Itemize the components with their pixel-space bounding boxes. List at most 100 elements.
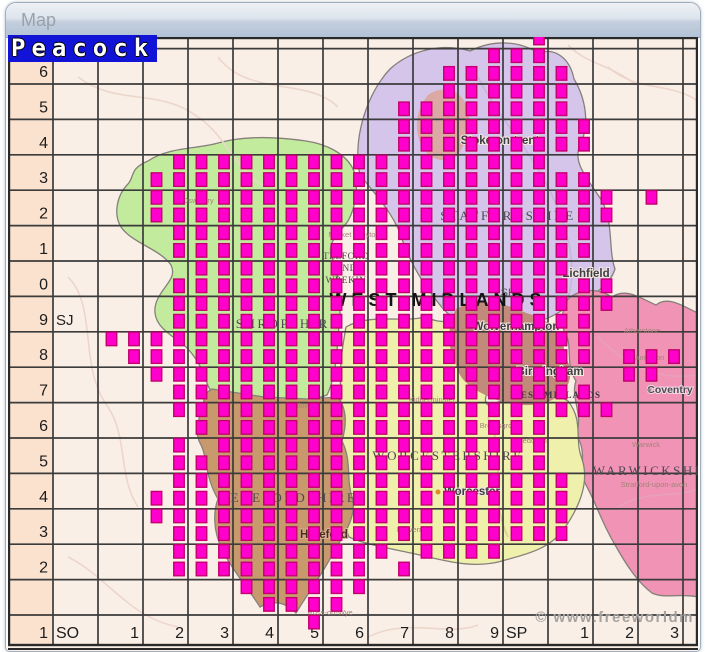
record-dot bbox=[263, 366, 275, 382]
record-dot bbox=[555, 296, 568, 311]
row-label-northing: 4 bbox=[39, 135, 48, 152]
record-dot bbox=[195, 260, 208, 276]
record-dot bbox=[398, 154, 410, 170]
record-dot bbox=[488, 437, 500, 453]
record-dot bbox=[555, 402, 568, 418]
place-label: WARWICKSHIRE bbox=[593, 463, 698, 478]
record-dot bbox=[218, 561, 230, 577]
record-dot bbox=[510, 419, 523, 435]
record-dot bbox=[533, 101, 545, 117]
record-dot bbox=[510, 242, 523, 258]
record-dot bbox=[488, 48, 500, 64]
record-dot bbox=[398, 119, 410, 134]
record-dot bbox=[263, 473, 275, 488]
record-dot bbox=[218, 207, 230, 223]
map-window[interactable]: Map Peacock 6 5 4 3 2 1 0 9 8 7 6 5 4 3 2 1 SO 1 2 3 4 5 6 7 8 9 S… bbox=[5, 2, 701, 652]
record-dot bbox=[285, 189, 298, 205]
window-titlebar[interactable]: Map bbox=[6, 3, 700, 38]
record-dot bbox=[488, 242, 500, 258]
record-dot bbox=[533, 37, 545, 46]
record-dot bbox=[173, 278, 185, 294]
record-dot bbox=[578, 278, 590, 294]
record-dot bbox=[443, 260, 455, 276]
record-dot bbox=[330, 490, 343, 506]
record-dot bbox=[578, 225, 590, 241]
record-dot bbox=[218, 437, 230, 453]
record-dot bbox=[285, 225, 298, 241]
record-dot bbox=[420, 189, 433, 205]
record-dot bbox=[240, 543, 253, 559]
record-dot bbox=[173, 225, 185, 241]
record-dot bbox=[443, 101, 455, 117]
record-dot bbox=[488, 331, 500, 347]
record-dot bbox=[555, 136, 568, 152]
record-dot bbox=[195, 225, 208, 241]
record-dot bbox=[105, 331, 118, 347]
record-dot bbox=[353, 490, 365, 506]
record-dot bbox=[443, 543, 455, 559]
record-dot bbox=[173, 296, 185, 311]
record-dot bbox=[218, 242, 230, 258]
record-dot bbox=[218, 543, 230, 559]
place-label: Warwick bbox=[632, 440, 660, 449]
record-dot bbox=[488, 349, 500, 365]
record-dot bbox=[330, 455, 343, 471]
record-dot bbox=[420, 207, 433, 223]
record-dot bbox=[240, 508, 253, 524]
record-dot bbox=[375, 543, 388, 559]
record-dot bbox=[578, 242, 590, 258]
record-dot bbox=[218, 366, 230, 382]
road-line bbox=[67, 556, 179, 628]
record-dot bbox=[533, 437, 545, 453]
row-label-northing: 9 bbox=[39, 312, 48, 329]
record-dot bbox=[240, 313, 253, 329]
record-dot bbox=[263, 278, 275, 294]
record-dot bbox=[353, 437, 365, 453]
record-dot bbox=[375, 490, 388, 506]
record-dot bbox=[488, 83, 500, 99]
record-dot bbox=[240, 296, 253, 311]
record-dot bbox=[533, 526, 545, 542]
record-dot bbox=[173, 189, 185, 205]
record-dot bbox=[330, 242, 343, 258]
record-dot bbox=[218, 508, 230, 524]
record-dot bbox=[285, 455, 298, 471]
map-area[interactable]: 6 5 4 3 2 1 0 9 8 7 6 5 4 3 2 1 SO 1 2 3 4 5 6 7 8 9 SP 1 2 3 SJ SK Stok… bbox=[8, 37, 698, 651]
record-dot bbox=[555, 384, 568, 400]
record-dot bbox=[555, 278, 568, 294]
record-dot bbox=[308, 419, 320, 435]
record-dot bbox=[353, 561, 365, 577]
record-dot bbox=[150, 331, 163, 347]
record-dot bbox=[128, 349, 140, 365]
road-line bbox=[67, 276, 139, 508]
grid-100km-square-label: SJ bbox=[56, 312, 74, 329]
row-label-northing: 3 bbox=[39, 524, 48, 541]
record-dot bbox=[308, 278, 320, 294]
record-dot bbox=[353, 366, 365, 382]
record-dot bbox=[510, 473, 523, 488]
record-dot bbox=[510, 296, 523, 311]
place-label: Lichfield bbox=[562, 268, 609, 280]
record-dot bbox=[488, 119, 500, 134]
species-selection-label[interactable]: Peacock bbox=[8, 35, 158, 62]
record-dot bbox=[375, 349, 388, 365]
record-dot bbox=[488, 296, 500, 311]
record-dot bbox=[330, 419, 343, 435]
record-dot bbox=[330, 296, 343, 311]
record-dot bbox=[263, 543, 275, 559]
record-dot bbox=[308, 526, 320, 542]
road-line bbox=[617, 488, 698, 508]
record-dot bbox=[465, 473, 478, 488]
place-label: Kidderminster bbox=[409, 395, 456, 404]
record-dot bbox=[465, 154, 478, 170]
record-dot bbox=[240, 455, 253, 471]
record-dot bbox=[398, 473, 410, 488]
record-dot bbox=[173, 437, 185, 453]
record-dot bbox=[195, 242, 208, 258]
record-dot bbox=[375, 384, 388, 400]
record-dot bbox=[173, 384, 185, 400]
record-dot bbox=[420, 437, 433, 453]
record-dot bbox=[443, 189, 455, 205]
record-dot bbox=[353, 260, 365, 276]
